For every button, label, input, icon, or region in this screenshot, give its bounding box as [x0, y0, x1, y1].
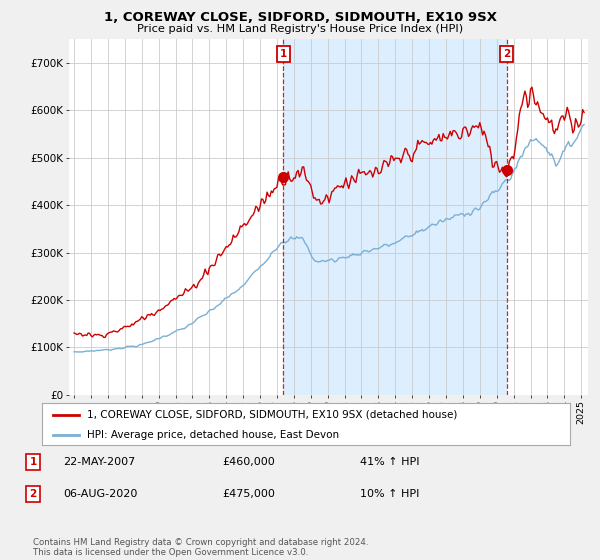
Text: HPI: Average price, detached house, East Devon: HPI: Average price, detached house, East… [87, 430, 339, 440]
Text: 1, COREWAY CLOSE, SIDFORD, SIDMOUTH, EX10 9SX (detached house): 1, COREWAY CLOSE, SIDFORD, SIDMOUTH, EX1… [87, 410, 457, 420]
Text: 10% ↑ HPI: 10% ↑ HPI [360, 489, 419, 499]
Text: Price paid vs. HM Land Registry's House Price Index (HPI): Price paid vs. HM Land Registry's House … [137, 24, 463, 34]
Text: 1: 1 [29, 457, 37, 467]
Text: 1: 1 [280, 49, 287, 59]
Text: 22-MAY-2007: 22-MAY-2007 [63, 457, 135, 467]
Text: £475,000: £475,000 [222, 489, 275, 499]
Text: £460,000: £460,000 [222, 457, 275, 467]
Text: 41% ↑ HPI: 41% ↑ HPI [360, 457, 419, 467]
Bar [283, 39, 506, 395]
Text: 06-AUG-2020: 06-AUG-2020 [63, 489, 137, 499]
Text: 2: 2 [503, 49, 510, 59]
Text: Contains HM Land Registry data © Crown copyright and database right 2024.
This d: Contains HM Land Registry data © Crown c… [33, 538, 368, 557]
Text: 1, COREWAY CLOSE, SIDFORD, SIDMOUTH, EX10 9SX: 1, COREWAY CLOSE, SIDFORD, SIDMOUTH, EX1… [104, 11, 497, 24]
Text: 2: 2 [29, 489, 37, 499]
